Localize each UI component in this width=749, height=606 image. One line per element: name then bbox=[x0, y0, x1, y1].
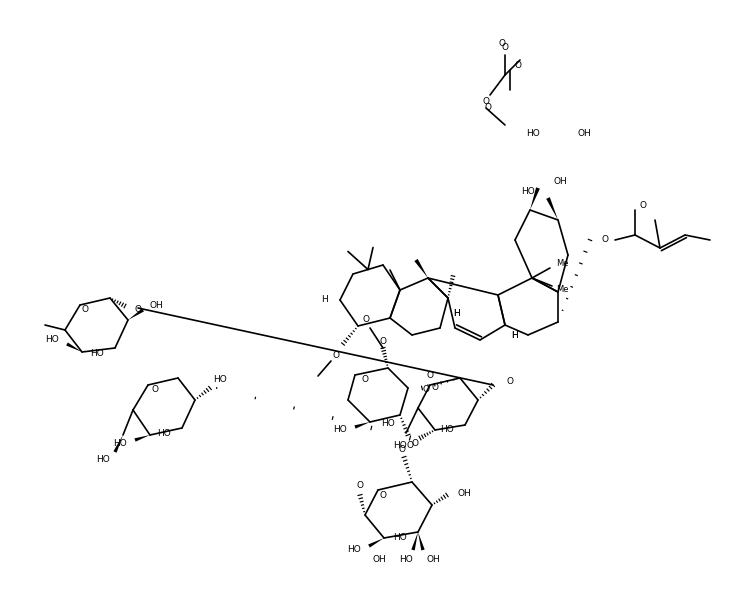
Polygon shape bbox=[411, 532, 418, 550]
Text: OH: OH bbox=[553, 178, 567, 187]
Text: O: O bbox=[380, 336, 386, 345]
Text: O: O bbox=[82, 305, 88, 315]
Polygon shape bbox=[530, 187, 540, 210]
Text: O: O bbox=[422, 385, 429, 395]
Text: O: O bbox=[502, 44, 509, 53]
Text: O: O bbox=[407, 442, 413, 450]
Text: O: O bbox=[333, 351, 339, 361]
Text: H: H bbox=[512, 330, 518, 339]
Text: HO: HO bbox=[440, 425, 454, 435]
Text: HO: HO bbox=[527, 128, 540, 138]
Polygon shape bbox=[418, 532, 425, 550]
Text: HO: HO bbox=[347, 545, 361, 554]
Text: Me: Me bbox=[556, 285, 568, 295]
Text: HO: HO bbox=[393, 442, 407, 450]
Text: OH: OH bbox=[426, 556, 440, 565]
Text: HO: HO bbox=[381, 419, 395, 427]
Text: O: O bbox=[601, 236, 608, 244]
Text: HO: HO bbox=[96, 456, 110, 465]
Text: O: O bbox=[151, 385, 159, 395]
Text: H: H bbox=[321, 296, 328, 304]
Text: OH: OH bbox=[457, 488, 471, 498]
Polygon shape bbox=[546, 197, 558, 220]
Text: O: O bbox=[380, 490, 386, 499]
Text: O: O bbox=[362, 376, 369, 384]
Text: O: O bbox=[499, 39, 506, 47]
Text: Me: Me bbox=[556, 259, 568, 268]
Text: HO: HO bbox=[393, 533, 407, 542]
Text: O: O bbox=[426, 370, 434, 379]
Text: H: H bbox=[452, 308, 459, 318]
Text: O: O bbox=[506, 378, 514, 387]
Polygon shape bbox=[135, 435, 150, 442]
Text: HO: HO bbox=[213, 376, 227, 384]
Text: HO: HO bbox=[45, 336, 59, 344]
Polygon shape bbox=[354, 422, 370, 428]
Text: O: O bbox=[411, 439, 419, 447]
Text: O: O bbox=[482, 98, 490, 107]
Text: OH: OH bbox=[149, 301, 163, 310]
Text: O: O bbox=[357, 481, 363, 490]
Text: OH: OH bbox=[578, 128, 592, 138]
Text: HO: HO bbox=[113, 439, 127, 447]
Text: HO: HO bbox=[157, 428, 171, 438]
Text: O: O bbox=[363, 316, 369, 324]
Text: HO: HO bbox=[90, 348, 104, 358]
Text: O: O bbox=[398, 444, 405, 453]
Text: O: O bbox=[135, 305, 142, 315]
Text: O: O bbox=[485, 104, 491, 113]
Polygon shape bbox=[66, 342, 82, 352]
Polygon shape bbox=[369, 538, 384, 548]
Text: H: H bbox=[452, 308, 459, 318]
Polygon shape bbox=[113, 435, 123, 453]
Text: H: H bbox=[512, 330, 518, 339]
Text: O: O bbox=[515, 61, 521, 70]
Text: HO: HO bbox=[333, 425, 347, 435]
Text: HO: HO bbox=[521, 187, 535, 196]
Text: O: O bbox=[640, 201, 646, 210]
Polygon shape bbox=[414, 259, 428, 278]
Text: O: O bbox=[431, 384, 438, 393]
Polygon shape bbox=[128, 308, 144, 320]
Text: HO: HO bbox=[399, 556, 413, 565]
Text: OH: OH bbox=[372, 556, 386, 565]
